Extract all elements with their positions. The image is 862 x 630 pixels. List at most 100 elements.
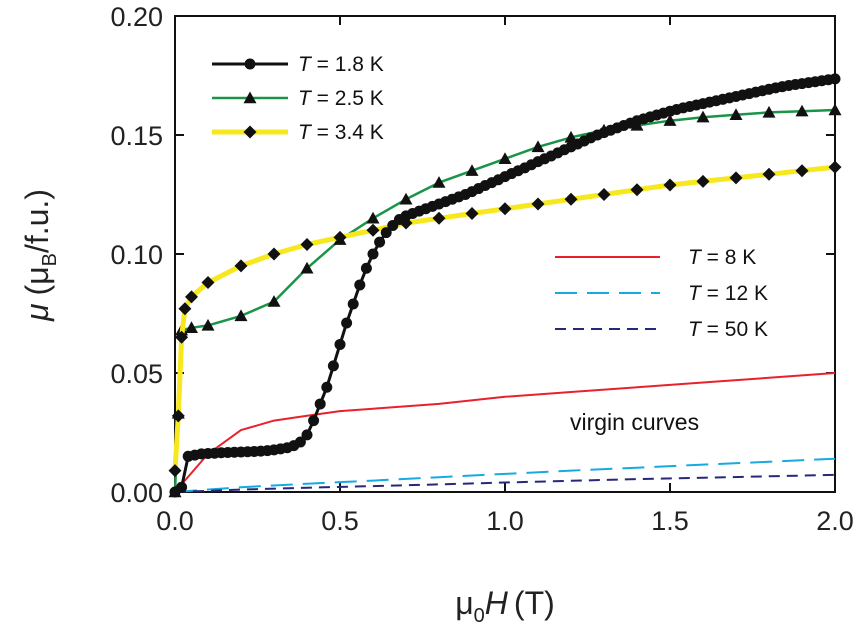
series-t34 — [168, 160, 842, 478]
data-point-t18 — [341, 317, 353, 329]
data-point-t34 — [234, 259, 248, 273]
data-point-t18 — [176, 481, 188, 493]
data-point-t18 — [829, 73, 841, 85]
data-point-t25 — [564, 130, 578, 143]
x-axis-title-unit: (T) — [514, 585, 555, 621]
x-tick-label: 1.5 — [651, 506, 689, 536]
data-point-t25 — [267, 295, 281, 307]
series-t12 — [174, 457, 836, 493]
x-axis-title: μ0H (T) — [455, 585, 555, 627]
data-point-t18 — [334, 338, 346, 350]
data-point-t25 — [366, 211, 380, 224]
y-axis-title-open: (μ — [19, 266, 55, 295]
legend-entry-t34: T = 3.4 K — [212, 121, 384, 144]
annotation-virgin-curves: virgin curves — [570, 409, 699, 435]
data-point-t18 — [360, 262, 372, 274]
data-point-t25 — [729, 108, 743, 120]
y-axis-title: μ (μB/f.u.) — [19, 189, 61, 322]
legend-label-t12: T = 12 K — [688, 282, 768, 305]
data-point-t25 — [531, 140, 545, 153]
data-point-t34 — [366, 223, 380, 237]
data-point-t25 — [696, 110, 710, 123]
legend-label-t34: T = 3.4 K — [298, 121, 384, 144]
legend-entry-t25: T = 2.5 K — [212, 87, 384, 110]
data-point-t34 — [333, 230, 347, 244]
data-point-t18 — [374, 236, 386, 248]
y-tick-label: 0.10 — [110, 240, 163, 270]
data-point-t34 — [178, 302, 192, 316]
data-point-t18 — [301, 429, 313, 441]
data-point-t34 — [300, 237, 314, 251]
data-point-t25 — [201, 318, 215, 331]
legend-entry-t50: T = 50 K — [555, 318, 768, 341]
data-point-t34 — [564, 192, 578, 206]
y-axis-title-unit: /f.u.) — [19, 189, 55, 253]
x-tick-label: 2.0 — [816, 506, 854, 536]
y-tick-label: 0.15 — [110, 121, 163, 151]
data-point-t25 — [465, 164, 479, 176]
x-tick-label: 0.5 — [321, 506, 359, 536]
data-point-t34 — [630, 183, 644, 197]
data-point-t34 — [432, 211, 446, 225]
legend-entry-t18: T = 1.8 K — [212, 53, 384, 76]
legend-label-t50: T = 50 K — [688, 318, 768, 341]
data-point-t25 — [498, 152, 512, 164]
legend-label-t8: T = 8 K — [688, 246, 756, 269]
y-axis-title-var: μ — [19, 303, 55, 322]
legend-label-t25: T = 2.5 K — [298, 87, 384, 110]
y-axis-title-sub: B — [39, 253, 61, 266]
y-tick-label: 0.05 — [110, 359, 163, 389]
data-point-t18 — [327, 360, 339, 372]
legend-marker-t18 — [244, 58, 256, 70]
legend-marker-t34 — [243, 125, 257, 139]
data-point-t34 — [696, 174, 710, 188]
series-t50 — [174, 473, 836, 493]
series-t18 — [169, 73, 841, 498]
y-tick-label: 0.20 — [110, 2, 163, 32]
legend-entry-t12: T = 12 K — [555, 282, 768, 305]
data-point-t34 — [531, 197, 545, 211]
data-point-t18 — [354, 279, 366, 291]
data-point-t34 — [267, 247, 281, 261]
legend-marker-t25 — [243, 91, 257, 104]
data-point-t34 — [201, 276, 215, 290]
series-layer — [168, 73, 842, 498]
data-point-t34 — [498, 202, 512, 216]
data-point-t34 — [795, 164, 809, 178]
data-point-t34 — [828, 160, 842, 174]
data-point-t18 — [380, 227, 392, 239]
data-point-t25 — [663, 114, 677, 126]
data-point-t34 — [168, 464, 182, 478]
x-tick-label: 0.0 — [156, 506, 194, 536]
data-point-t18 — [347, 298, 359, 310]
axis-ticks: 0.0 0.5 1.0 1.5 2.0 0.00 0.05 0.10 0.15 0.20 — [110, 2, 853, 536]
x-axis-title-var: H — [485, 585, 509, 621]
data-point-t25 — [762, 105, 776, 118]
x-axis-title-sub: 0 — [474, 605, 485, 627]
x-axis-title-prefix: μ — [455, 585, 473, 621]
data-point-t34 — [175, 330, 189, 344]
legend-label-t18: T = 1.8 K — [298, 53, 384, 76]
data-point-t18 — [314, 398, 326, 410]
legend: T = 1.8 K T = 2.5 K T = 3.4 K T = 8 K T = 12… — [212, 53, 768, 341]
series-line-t12 — [174, 457, 836, 493]
data-point-t18 — [308, 415, 320, 427]
legend-entry-t8: T = 8 K — [555, 246, 756, 269]
data-point-t25 — [795, 104, 809, 117]
y-tick-label: 0.00 — [110, 478, 163, 508]
data-point-t18 — [367, 248, 379, 260]
data-point-t34 — [729, 171, 743, 185]
x-tick-label: 1.0 — [486, 506, 524, 536]
data-point-t25 — [300, 261, 314, 274]
series-line-t50 — [174, 473, 836, 493]
data-point-t25 — [432, 176, 446, 188]
data-point-t18 — [321, 381, 333, 393]
data-point-t34 — [663, 178, 677, 192]
data-point-t34 — [185, 290, 198, 304]
series-line-t8 — [174, 372, 836, 493]
data-point-t34 — [762, 167, 776, 181]
data-point-t25 — [399, 192, 413, 205]
data-point-t34 — [597, 188, 611, 201]
data-point-t34 — [465, 207, 479, 221]
